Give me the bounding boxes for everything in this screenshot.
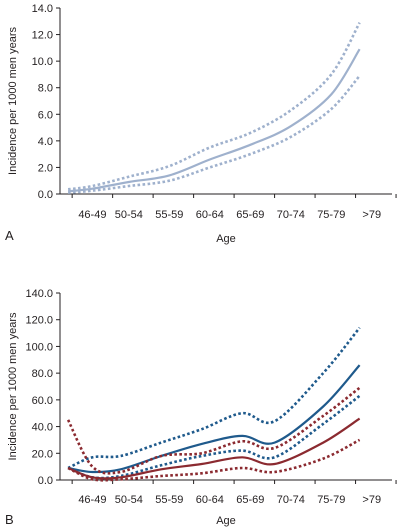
- series-line-red-estimate: [67, 417, 361, 480]
- x-tick-label: 65-69: [236, 494, 264, 506]
- x-tick-label: >79: [362, 209, 381, 221]
- y-tick-label: 2.0: [38, 162, 53, 174]
- y-tick-label: 14.0: [32, 3, 53, 15]
- y-tick-label: 0.0: [38, 189, 53, 201]
- y-axis-title: Incidence per 1000 men years: [7, 27, 19, 175]
- x-tick-label: 70-74: [277, 494, 305, 506]
- y-tick-label: 4.0: [38, 136, 53, 148]
- x-tick-label: 50-54: [115, 494, 143, 506]
- x-tick-label: 75-79: [317, 494, 345, 506]
- y-tick-label: 140.0: [25, 288, 53, 300]
- x-tick-label: 46-49: [78, 494, 106, 506]
- y-tick-label: 120.0: [25, 315, 53, 327]
- series-line-red-upper-bound: [66, 386, 361, 475]
- series-line-red-lower-bound: [67, 438, 361, 482]
- series-line-estimate: [67, 48, 361, 193]
- y-tick-label: 6.0: [38, 109, 53, 121]
- x-tick-label: 50-54: [115, 209, 143, 221]
- x-tick-label: 65-69: [236, 209, 264, 221]
- x-tick-label: 75-79: [317, 209, 345, 221]
- y-tick-label: 20.0: [32, 448, 53, 460]
- x-tick-label: 55-59: [155, 494, 183, 506]
- chart-panel-b: 0.0 20.0 40.0 60.0 80.0 100.0 120.0 140.0 46-49 5…: [5, 288, 397, 527]
- y-tick-label: 40.0: [32, 422, 53, 434]
- x-tick-label: >79: [362, 494, 381, 506]
- series-line-blue-upper-bound: [67, 326, 361, 470]
- series-line-upper-bound: [67, 21, 361, 191]
- x-tick-label: 60-64: [196, 209, 224, 221]
- x-tick-label: 46-49: [78, 209, 106, 221]
- x-axis-title: Age: [216, 515, 236, 527]
- y-tick-label: 10.0: [32, 56, 53, 68]
- x-tick-label: 70-74: [277, 209, 305, 221]
- y-tick-label: 80.0: [32, 368, 53, 380]
- y-tick-label: 12.0: [32, 30, 53, 42]
- y-tick-label: 0.0: [38, 475, 53, 487]
- panel-label: A: [5, 228, 14, 243]
- chart-panel-a: 0.0 2.0 4.0 6.0 8.0 10.0 12.0 14.0 46-49 50-54 55-…: [5, 3, 397, 245]
- y-tick-label: 100.0: [25, 341, 53, 353]
- x-axis-title: Age: [216, 233, 236, 245]
- series-line-blue-lower-bound: [67, 394, 361, 480]
- x-tick-label: 60-64: [196, 494, 224, 506]
- series-line-lower-bound: [67, 74, 361, 194]
- x-tick-label: 55-59: [155, 209, 183, 221]
- panel-label: B: [5, 512, 14, 527]
- y-tick-label: 8.0: [38, 83, 53, 95]
- y-axis-title: Incidence per 1000 men years: [7, 312, 19, 460]
- y-tick-label: 60.0: [32, 395, 53, 407]
